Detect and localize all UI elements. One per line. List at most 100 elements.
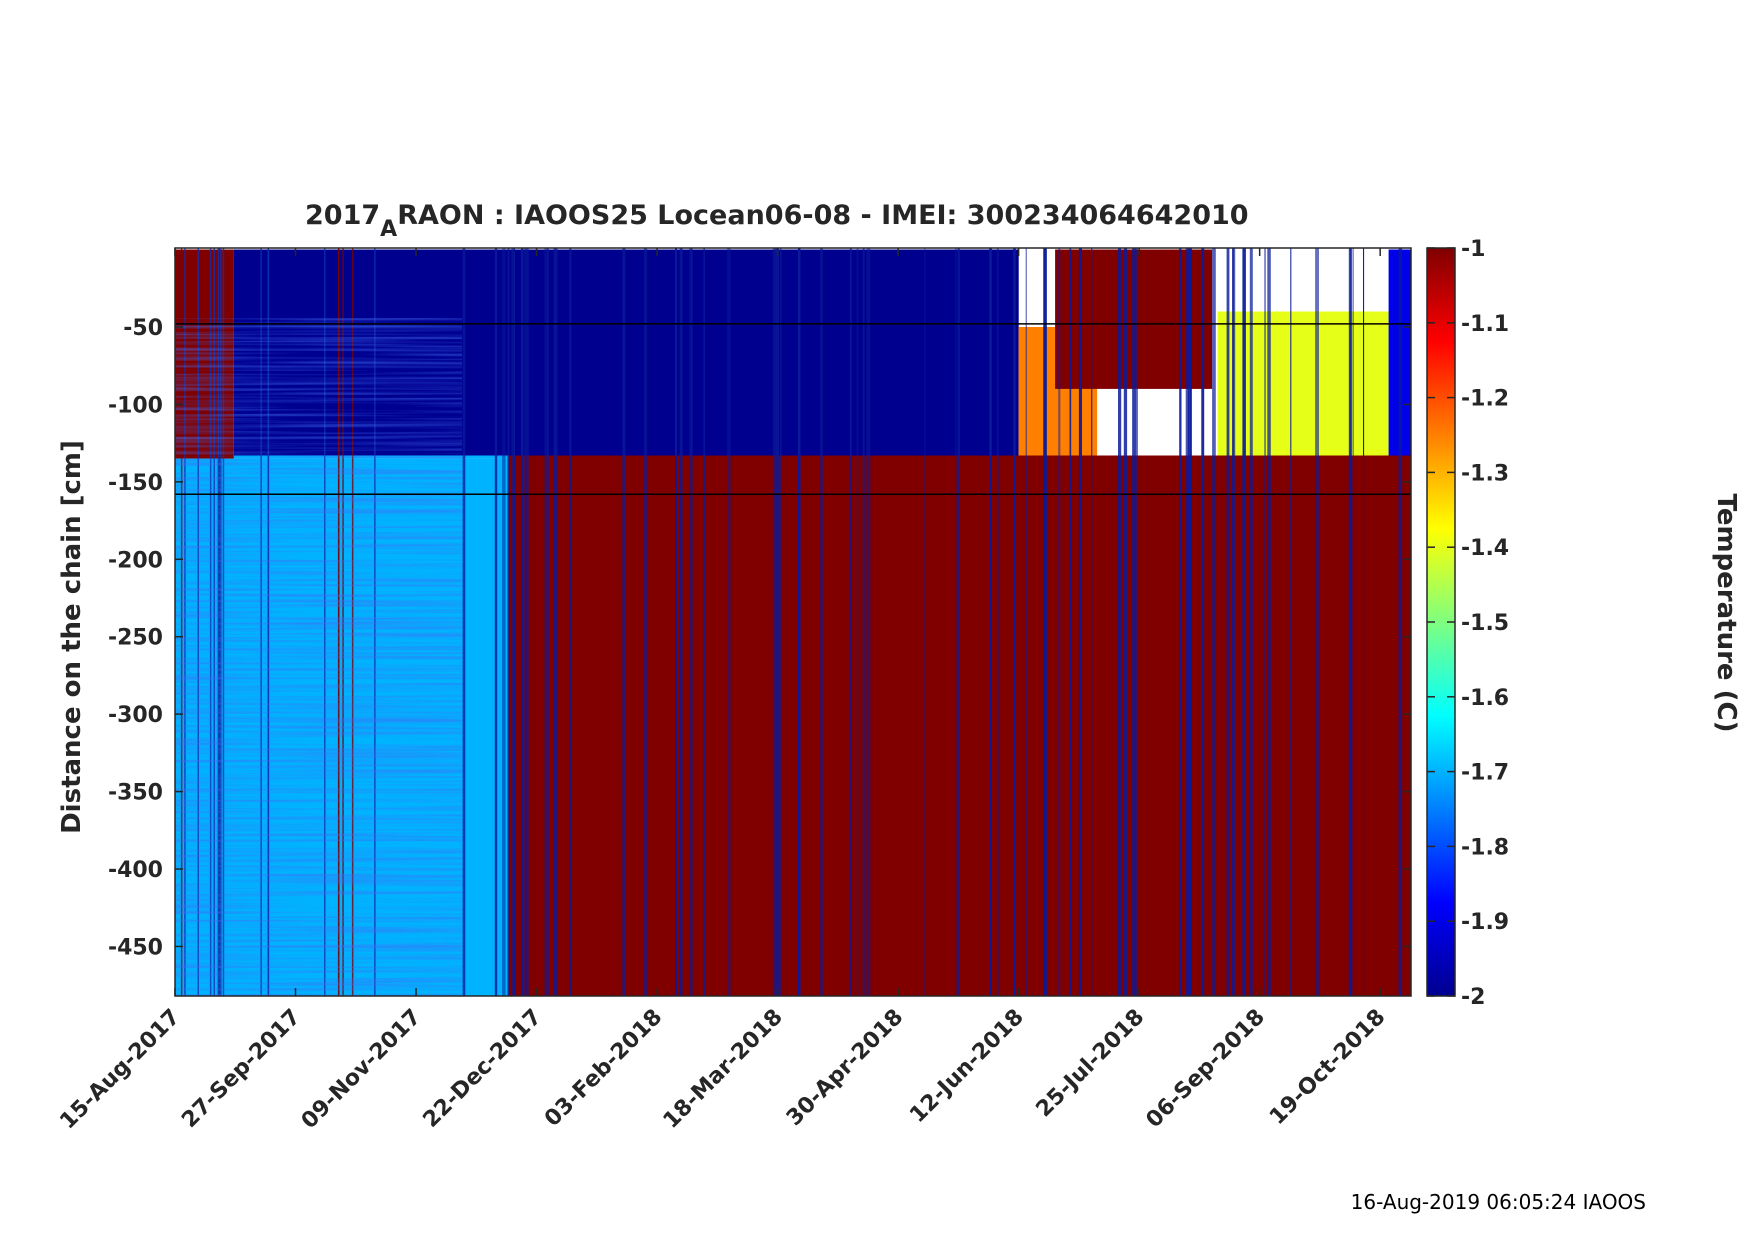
streak bbox=[1069, 248, 1072, 996]
y-tick-label: -150 bbox=[108, 471, 163, 496]
colorbar: -1 -1.1 -1.2 -1.3 -1.4 -1.5 -1.6 -1.7 -1.8 -1.9 -2 bbox=[1426, 237, 1509, 1010]
streak bbox=[1212, 248, 1216, 996]
title-subscript: A bbox=[380, 217, 397, 242]
colorbar-label: Temperature (C) bbox=[1711, 494, 1741, 733]
streak bbox=[797, 248, 801, 996]
colorbar-ticks: -1 -1.1 -1.2 -1.3 -1.4 -1.5 -1.6 -1.7 -1.8 -1.9 -2 bbox=[1427, 237, 1509, 1010]
y-tick-label: -450 bbox=[108, 935, 163, 960]
y-tick-label: -200 bbox=[108, 548, 163, 573]
y-tick-label: -100 bbox=[108, 393, 163, 418]
streak bbox=[1315, 248, 1319, 996]
y-axis: -50 -100 -150 -200 -250 -300 -350 -400 -450 bbox=[108, 316, 1411, 960]
footer-timestamp: 16-Aug-2019 06:05:24 IAOOS bbox=[1351, 1190, 1646, 1214]
streak bbox=[622, 248, 626, 996]
x-tick-label: 06-Sep-2018 bbox=[1142, 1005, 1270, 1133]
y-tick-label: -50 bbox=[123, 316, 163, 341]
streak bbox=[689, 248, 693, 996]
streak bbox=[511, 248, 513, 996]
streak bbox=[675, 248, 677, 996]
streak bbox=[989, 248, 992, 996]
streak bbox=[856, 248, 859, 996]
heatmap-region bbox=[1217, 311, 1389, 456]
streak bbox=[1025, 248, 1027, 996]
streak bbox=[849, 248, 852, 996]
x-tick-label: 12-Jun-2018 bbox=[905, 1005, 1028, 1128]
streak bbox=[1078, 248, 1082, 996]
cold-texture bbox=[175, 318, 462, 996]
streak bbox=[1187, 248, 1192, 996]
streak bbox=[494, 248, 498, 996]
streak bbox=[862, 248, 865, 996]
streak bbox=[643, 248, 648, 996]
title-rest: RAON : IAOOS25 Locean06-08 - IMEI: 30023… bbox=[397, 200, 1248, 231]
x-tick-label: 09-Nov-2017 bbox=[297, 1005, 426, 1134]
x-tick-label: 03-Feb-2018 bbox=[540, 1005, 667, 1132]
colorbar-tick-label: -2 bbox=[1461, 985, 1485, 1010]
streak bbox=[1123, 248, 1128, 996]
streak bbox=[1290, 248, 1292, 996]
streak bbox=[1190, 248, 1192, 996]
x-tick-label: 15-Aug-2017 bbox=[55, 1005, 185, 1135]
streak bbox=[1091, 248, 1093, 996]
colorbar-tick-label: -1.2 bbox=[1461, 387, 1509, 412]
colorbar-tick-label: -1.5 bbox=[1461, 611, 1509, 636]
colorbar-tick-label: -1.7 bbox=[1461, 761, 1509, 786]
colorbar-tick-label: -1.6 bbox=[1461, 686, 1509, 711]
streak bbox=[1134, 248, 1138, 996]
colorbar-tick-label: -1 bbox=[1461, 237, 1485, 262]
plot-area bbox=[175, 248, 1411, 996]
streak bbox=[1043, 248, 1047, 996]
y-tick-label: -250 bbox=[108, 626, 163, 651]
title-main: 2017 bbox=[305, 200, 380, 231]
streak bbox=[866, 248, 871, 996]
streak bbox=[520, 248, 524, 996]
streak bbox=[955, 248, 957, 996]
streak bbox=[553, 248, 558, 996]
plot-frame bbox=[174, 247, 1412, 997]
streak bbox=[1363, 248, 1365, 996]
streak bbox=[1352, 248, 1354, 996]
streak bbox=[1267, 248, 1271, 996]
streak bbox=[1348, 248, 1352, 996]
streak bbox=[502, 248, 506, 996]
y-tick-label: -350 bbox=[108, 781, 163, 806]
reference-lines bbox=[175, 323, 1411, 495]
streak bbox=[569, 248, 572, 996]
streak bbox=[1233, 248, 1236, 996]
colorbar-tick-label: -1.8 bbox=[1461, 835, 1509, 860]
streak bbox=[820, 248, 823, 996]
streak bbox=[1179, 248, 1182, 996]
y-axis-label: Distance on the chain [cm] bbox=[57, 440, 87, 834]
streak bbox=[1249, 248, 1253, 996]
x-tick-label: 18-Mar-2018 bbox=[659, 1005, 788, 1134]
x-tick-label: 22-Dec-2017 bbox=[419, 1005, 547, 1133]
streak bbox=[1264, 248, 1266, 996]
streak bbox=[924, 248, 926, 996]
streak bbox=[507, 248, 510, 996]
streak bbox=[957, 248, 960, 996]
y-tick-label: -400 bbox=[108, 858, 163, 883]
x-tick-label: 30-Apr-2018 bbox=[782, 1005, 908, 1131]
streak bbox=[775, 248, 780, 996]
streak bbox=[703, 248, 705, 996]
streak bbox=[1242, 248, 1246, 996]
streak bbox=[1232, 248, 1234, 996]
streak bbox=[1398, 248, 1403, 996]
streak bbox=[1201, 248, 1205, 996]
colorbar-tick-label: -1.1 bbox=[1461, 312, 1509, 337]
streak bbox=[528, 248, 530, 996]
streak bbox=[772, 248, 776, 996]
colorbar-tick-label: -1.9 bbox=[1461, 910, 1509, 935]
chart-title: 2017ARAON : IAOOS25 Locean06-08 - IMEI: … bbox=[305, 200, 1249, 242]
x-tick-label: 27-Sep-2017 bbox=[177, 1005, 305, 1133]
x-tick-label: 25-Jul-2018 bbox=[1032, 1005, 1150, 1123]
y-tick-label: -300 bbox=[108, 703, 163, 728]
streak bbox=[727, 248, 731, 996]
streak bbox=[462, 248, 466, 996]
streak bbox=[546, 248, 549, 996]
streak bbox=[1058, 248, 1061, 996]
streak bbox=[513, 248, 515, 996]
streak bbox=[679, 248, 683, 996]
